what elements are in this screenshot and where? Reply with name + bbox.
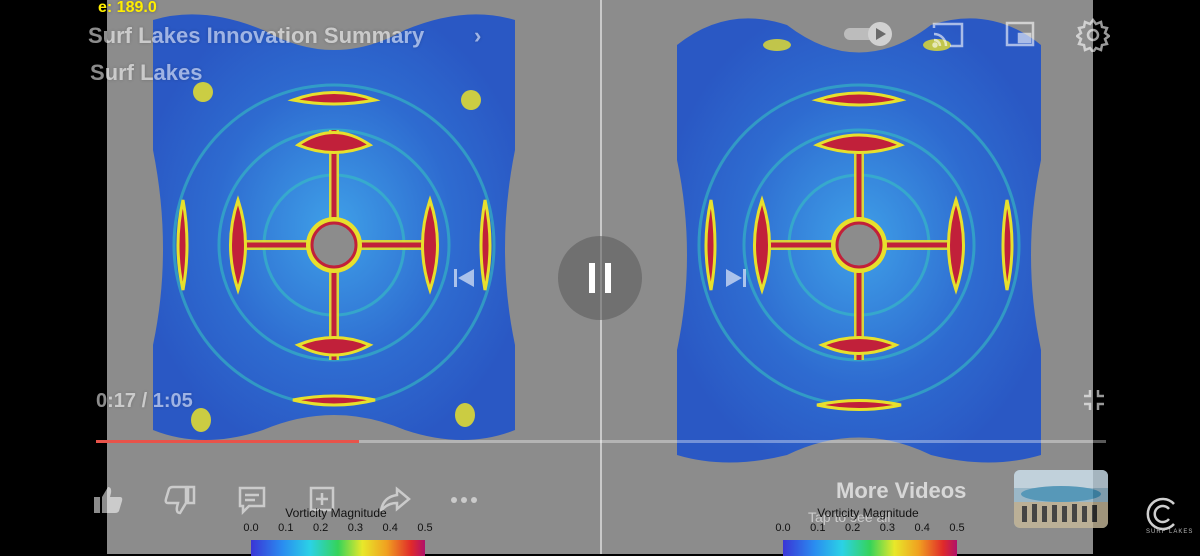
channel-name[interactable]: Surf Lakes <box>90 60 203 85</box>
vorticity-field-left <box>153 14 515 440</box>
colorbar-tick: 0.4 <box>914 522 930 534</box>
colorbar-title: Vorticity Magnitude <box>285 506 387 520</box>
colorbar-right: Vorticity Magnitude 0.0 0.1 0.2 0.3 0.4 0.5 <box>775 506 965 556</box>
colorbar-tick: 0.5 <box>949 522 965 534</box>
colorbar-gradient <box>251 540 425 556</box>
fullscreen-exit-icon[interactable] <box>1080 386 1108 414</box>
colorbar-tick: 0.5 <box>417 522 433 534</box>
gear-icon[interactable] <box>1074 16 1112 54</box>
cast-icon[interactable] <box>930 20 966 50</box>
simulation-panel-left <box>143 0 525 500</box>
autoplay-toggle-icon[interactable] <box>842 20 896 48</box>
colorbar-ticks: 0.0 0.1 0.2 0.3 0.4 0.5 <box>243 522 432 536</box>
simulation-panel-right <box>667 0 1051 500</box>
more-icon[interactable] <box>444 482 484 518</box>
colorbar-tick: 0.1 <box>278 522 294 534</box>
video-title[interactable]: Surf Lakes Innovation Summary <box>88 23 425 48</box>
pause-icon[interactable] <box>558 236 642 320</box>
colorbar-ticks: 0.0 0.1 0.2 0.3 0.4 0.5 <box>775 522 964 536</box>
colorbar-left: Vorticity Magnitude 0.0 0.1 0.2 0.3 0.4 0.5 <box>243 506 433 556</box>
colorbar-tick: 0.1 <box>810 522 826 534</box>
vorticity-field-right <box>677 18 1041 463</box>
timestamp: 0:17 / 1:05 <box>96 390 193 412</box>
comment-icon[interactable] <box>232 482 272 518</box>
colorbar-tick: 0.0 <box>243 522 259 534</box>
colorbar-tick: 0.4 <box>382 522 398 534</box>
next-icon[interactable] <box>716 258 756 298</box>
colorbar-tick: 0.2 <box>312 522 329 534</box>
progress-fill <box>96 440 359 443</box>
more-videos-thumbnail[interactable] <box>1014 470 1108 528</box>
thumbs-down-icon[interactable] <box>160 482 200 518</box>
colorbar-tick: 0.0 <box>775 522 791 534</box>
colorbar-gradient <box>783 540 957 556</box>
simulation-time-label: e: 189.0 <box>98 0 157 16</box>
add-to-playlist-icon[interactable] <box>303 482 343 518</box>
surf-lakes-logo <box>1142 494 1182 534</box>
thumbs-up-icon[interactable] <box>88 482 128 518</box>
more-videos-title[interactable]: More Videos <box>836 478 967 503</box>
miniplayer-icon[interactable] <box>1004 20 1036 48</box>
colorbar-title: Vorticity Magnitude <box>817 506 919 520</box>
colorbar-tick: 0.2 <box>844 522 861 534</box>
chevron-right-icon[interactable]: › <box>474 23 482 48</box>
share-icon[interactable] <box>375 482 415 518</box>
colorbar-tick: 0.3 <box>347 522 364 534</box>
more-videos-subtitle: Tap to see all <box>808 509 891 525</box>
previous-icon[interactable] <box>444 258 484 298</box>
colorbar-tick: 0.3 <box>879 522 896 534</box>
progress-bar[interactable] <box>96 440 1106 443</box>
brand-text: SURF LAKES <box>1146 529 1194 535</box>
